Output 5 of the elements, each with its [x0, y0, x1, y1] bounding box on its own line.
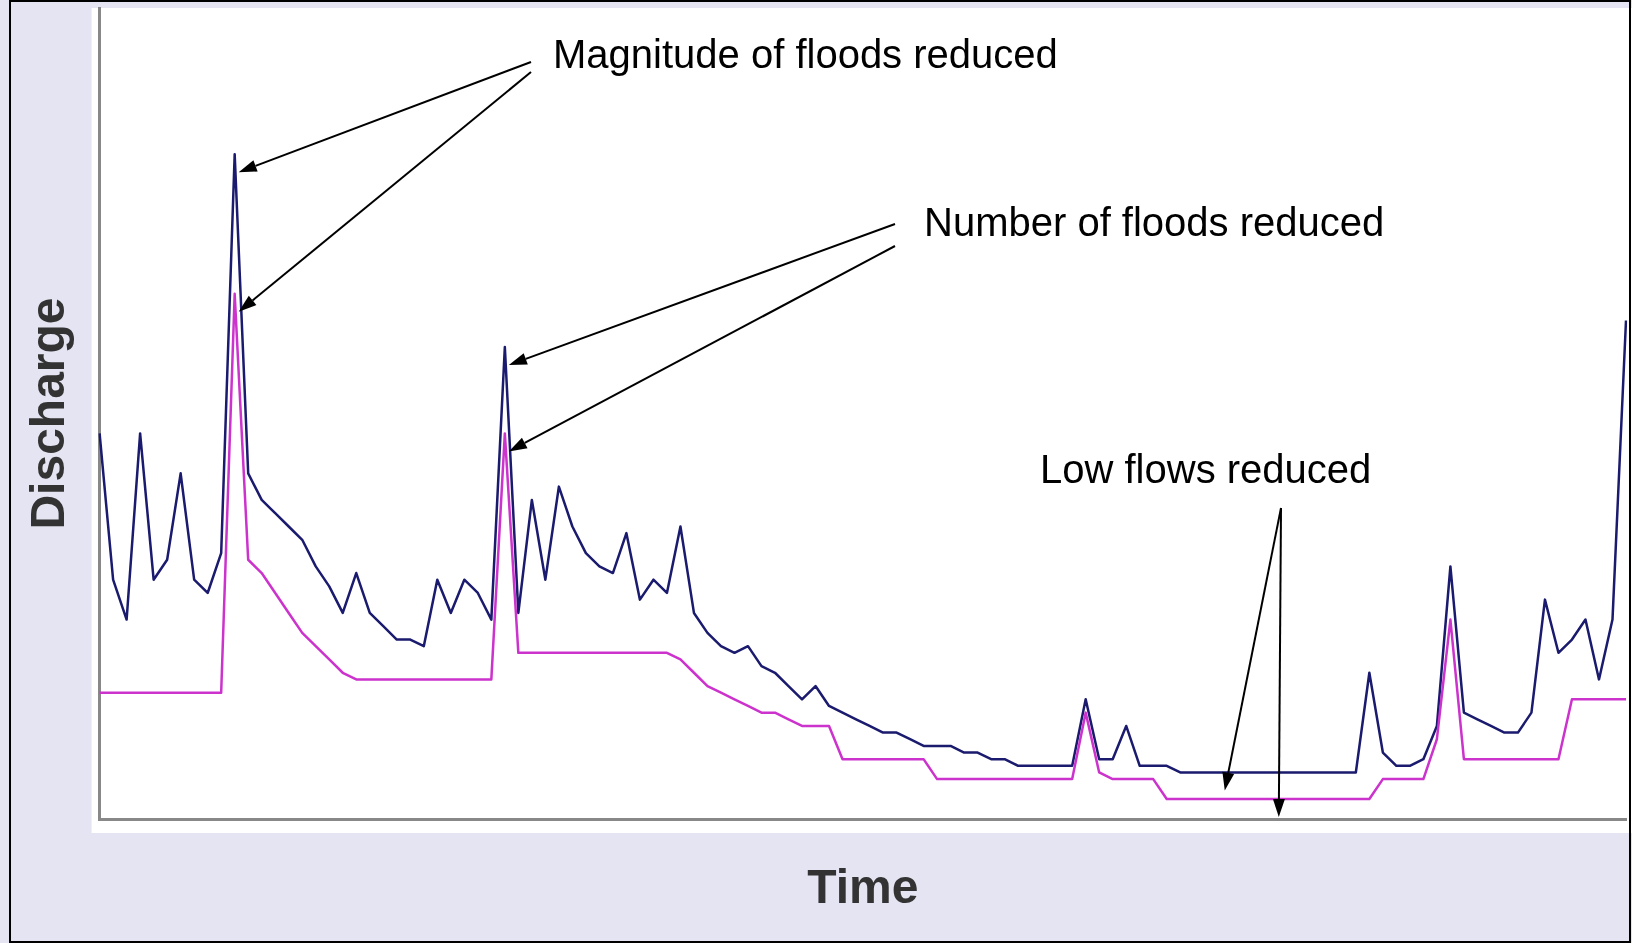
annotation: Low flows reduced [1040, 447, 1372, 492]
y-axis-title: Discharge [21, 297, 75, 530]
x-axis-title: Time [807, 860, 919, 914]
annotation: Number of floods reduced [924, 200, 1385, 245]
text: Magnitude of floods reduced [553, 32, 1058, 77]
